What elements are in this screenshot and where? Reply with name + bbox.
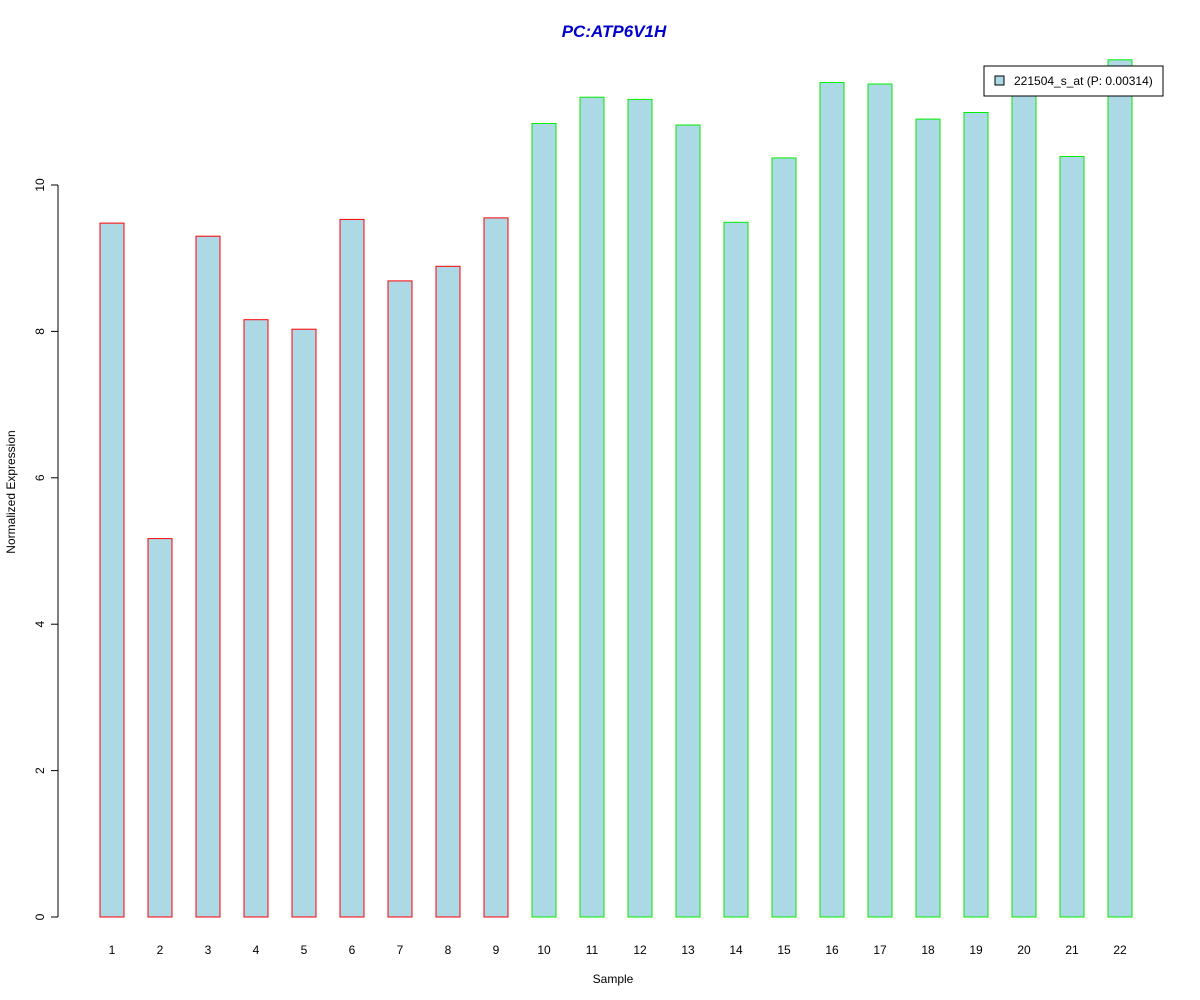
x-tick-label: 18	[921, 943, 935, 957]
bar-sample-14	[723, 221, 749, 918]
bar-sample-13	[675, 124, 701, 918]
x-tick-label: 10	[537, 943, 551, 957]
x-tick-label: 14	[729, 943, 743, 957]
bar-sample-1	[99, 222, 125, 918]
y-axis-label: Normalized Expression	[4, 430, 18, 553]
x-tick-label: 13	[681, 943, 695, 957]
x-tick-label: 2	[157, 943, 164, 957]
bar-sample-10	[531, 123, 557, 918]
bar-sample-4	[243, 319, 269, 918]
chart-title: PC:ATP6V1H	[562, 22, 667, 41]
bar-sample-17	[867, 83, 893, 918]
bar-sample-12	[627, 98, 653, 918]
bar-sample-6	[339, 218, 365, 918]
y-tick-label: 4	[33, 621, 47, 628]
bar-sample-19	[963, 112, 989, 918]
x-tick-label: 5	[301, 943, 308, 957]
x-tick-label: 7	[397, 943, 404, 957]
y-tick-label: 0	[33, 913, 47, 920]
x-tick-label: 3	[205, 943, 212, 957]
bar-sample-20	[1011, 87, 1037, 918]
x-tick-label: 20	[1017, 943, 1031, 957]
y-tick-label: 2	[33, 767, 47, 774]
bar-sample-22	[1107, 59, 1133, 918]
x-tick-label: 22	[1113, 943, 1127, 957]
x-tick-label: 17	[873, 943, 887, 957]
y-tick-label: 6	[33, 474, 47, 481]
x-axis-label: Sample	[593, 972, 634, 986]
bars	[99, 59, 1133, 918]
bar-sample-11	[579, 96, 605, 918]
legend-swatch	[994, 75, 1005, 86]
bar-sample-5	[291, 328, 317, 918]
bar-sample-9	[483, 217, 509, 918]
y-axis: 0 2 4 6 8 10	[33, 178, 59, 920]
bar-sample-7	[387, 280, 413, 918]
x-tick-label: 8	[445, 943, 452, 957]
legend: 221504_s_at (P: 0.00314)	[983, 65, 1164, 97]
x-tick-label: 19	[969, 943, 983, 957]
x-tick-label: 1	[109, 943, 116, 957]
y-tick-label: 10	[33, 178, 47, 192]
x-tick-label: 11	[586, 943, 599, 957]
bar-sample-3	[195, 235, 221, 918]
bar-sample-18	[915, 118, 941, 918]
x-tick-label: 6	[349, 943, 356, 957]
bar-sample-2	[147, 538, 173, 918]
bar-sample-15	[771, 157, 797, 918]
legend-entry-label: 221504_s_at (P: 0.00314)	[1014, 74, 1153, 88]
x-tick-label: 21	[1065, 943, 1079, 957]
x-tick-label: 15	[777, 943, 791, 957]
legend-box	[983, 65, 1164, 97]
x-axis-tick-labels: 1 2 3 4 5 6 7 8 9 10 11 12 13 14 15 16 17 18 19 20 21 22	[109, 943, 1127, 957]
x-tick-label: 9	[493, 943, 500, 957]
bar-sample-8	[435, 265, 461, 918]
bar-sample-16	[819, 82, 845, 918]
x-tick-label: 12	[633, 943, 647, 957]
bar-sample-21	[1059, 156, 1085, 918]
x-tick-label: 16	[825, 943, 839, 957]
x-tick-label: 4	[253, 943, 260, 957]
y-tick-label: 8	[33, 328, 47, 335]
